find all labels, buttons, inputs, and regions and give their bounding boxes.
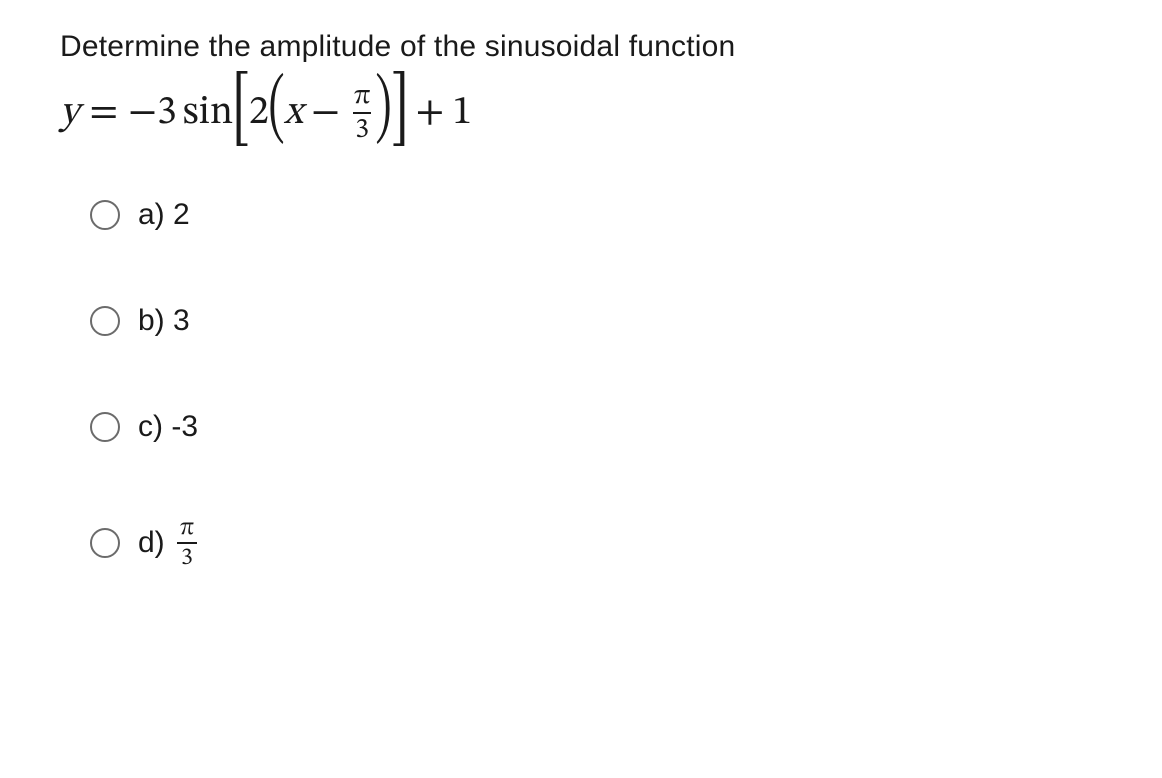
eq-inner-coef: 2 <box>249 88 269 138</box>
eq-right-bracket: ] <box>390 70 408 150</box>
option-label: c) -3 <box>138 410 198 444</box>
eq-phase-fraction: π 3 <box>352 82 373 144</box>
option-d[interactable]: d) π 3 <box>90 516 1102 570</box>
question-prompt: Determine the amplitude of the sinusoida… <box>60 30 1102 64</box>
option-value: 2 <box>173 198 190 232</box>
eq-coef-sign: − <box>128 88 157 138</box>
options-list: a) 2 b) 3 c) -3 d) <box>60 198 1102 570</box>
option-letter: b) <box>138 304 165 338</box>
option-frac-den: 3 <box>177 542 197 570</box>
option-c[interactable]: c) -3 <box>90 410 1102 444</box>
radio-icon[interactable] <box>90 412 120 442</box>
eq-outer-const: 1 <box>452 88 472 138</box>
eq-phase-den: 3 <box>353 112 371 144</box>
option-letter: c) <box>138 410 163 444</box>
radio-icon[interactable] <box>90 528 120 558</box>
option-spacer <box>165 526 173 560</box>
option-fraction: π 3 <box>177 516 197 570</box>
question-container: Determine the amplitude of the sinusoida… <box>0 0 1162 672</box>
option-a[interactable]: a) 2 <box>90 198 1102 232</box>
eq-inner-op: − <box>311 88 340 138</box>
option-spacer <box>165 198 173 232</box>
option-value: 3 <box>173 304 190 338</box>
eq-right-paren: ) <box>376 72 392 148</box>
option-label: b) 3 <box>138 304 190 338</box>
option-value: -3 <box>171 410 198 444</box>
eq-left-paren: ( <box>268 72 284 148</box>
radio-icon[interactable] <box>90 200 120 230</box>
option-letter: d) <box>138 526 165 560</box>
eq-lhs-var: y <box>60 88 79 138</box>
option-label: a) 2 <box>138 198 190 232</box>
eq-coef-value: 3 <box>157 88 177 138</box>
option-spacer <box>165 304 173 338</box>
radio-icon[interactable] <box>90 306 120 336</box>
eq-phase-num: π <box>352 82 373 112</box>
eq-outer-op: + <box>416 88 445 138</box>
option-spacer <box>163 410 171 444</box>
eq-inner-var: x <box>284 88 303 138</box>
option-letter: a) <box>138 198 165 232</box>
eq-func-name: sin <box>183 88 233 138</box>
eq-equals: = <box>89 88 118 138</box>
eq-left-bracket: [ <box>232 70 250 150</box>
option-b[interactable]: b) 3 <box>90 304 1102 338</box>
question-equation: y = − 3 sin [ 2 ( x − π 3 ) ] + 1 <box>60 68 1102 158</box>
option-label: d) π 3 <box>138 516 197 570</box>
option-frac-num: π <box>178 516 196 542</box>
